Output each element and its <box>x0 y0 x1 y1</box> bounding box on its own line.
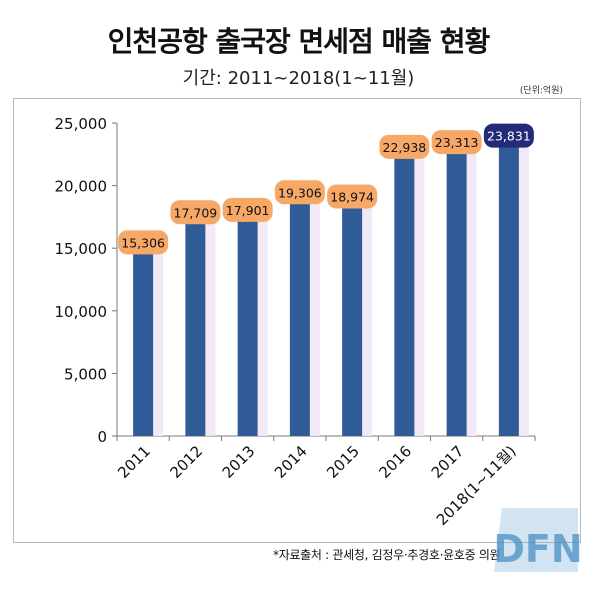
y-tick-label: 15,000 <box>55 240 108 258</box>
x-tick-label: 2014 <box>271 442 311 482</box>
y-tick-label: 10,000 <box>55 303 108 321</box>
dfn-logo-icon: DFN <box>493 508 583 572</box>
bar <box>289 194 310 436</box>
data-label-bg <box>274 180 325 205</box>
x-tick-label: 2016 <box>375 442 415 482</box>
data-label: 22,938 <box>383 140 427 155</box>
chart-frame: 0 5,000 10,000 15,000 20,000 25,000 15,306 2011… <box>13 98 581 543</box>
source-note: *자료출처 : 관세청, 김정우·추경호·윤호중 의원 <box>273 548 501 562</box>
bar <box>237 211 258 436</box>
chart-title: 인천공항 출국장 면세점 매출 현황 <box>107 25 491 58</box>
y-tick-label: 25,000 <box>55 115 108 133</box>
bar <box>446 144 467 436</box>
bar <box>394 148 415 437</box>
y-tick-label: 0 <box>97 428 107 446</box>
data-label-bg <box>431 130 482 155</box>
bar-shadow <box>205 216 216 436</box>
data-label: 23,831 <box>487 129 531 144</box>
data-label-bg <box>327 184 378 209</box>
data-label-bg <box>483 123 534 148</box>
x-tick-label: 2015 <box>323 442 363 482</box>
data-label: 17,709 <box>174 205 218 220</box>
x-tick-label: 2012 <box>166 442 206 482</box>
x-tick-label: 2013 <box>219 442 259 482</box>
bar <box>133 244 154 436</box>
data-label-bg <box>222 197 273 222</box>
x-tick-label: 2017 <box>428 442 468 482</box>
bar-chart: 0 5,000 10,000 15,000 20,000 25,000 15,306 2011… <box>55 115 536 529</box>
data-label: 15,306 <box>121 235 165 250</box>
bar <box>185 214 206 436</box>
data-label: 23,313 <box>435 135 479 150</box>
bar-shadow <box>309 196 320 436</box>
data-label-bg <box>118 230 169 255</box>
bar <box>342 198 363 436</box>
x-tick-label: 2011 <box>114 442 154 482</box>
data-label: 18,974 <box>330 189 374 204</box>
y-tick-label: 20,000 <box>55 178 108 196</box>
y-tick-label: 5,000 <box>64 365 107 383</box>
bar <box>498 137 519 437</box>
bar-shadow <box>466 146 477 436</box>
bar-shadow <box>518 139 529 437</box>
chart-subtitle: 기간: 2011~2018(1~11월) <box>182 68 415 89</box>
bar-shadow <box>362 200 373 436</box>
data-label-bg <box>170 200 221 225</box>
bar-shadow <box>414 150 425 437</box>
bar-shadow <box>257 213 268 436</box>
data-label-bg <box>379 134 430 159</box>
bar-shadow <box>153 246 164 436</box>
data-label: 19,306 <box>278 185 322 200</box>
unit-label: (단위:억원) <box>519 86 563 96</box>
data-label: 17,901 <box>226 203 270 218</box>
watermark-text: DFN <box>493 527 582 571</box>
